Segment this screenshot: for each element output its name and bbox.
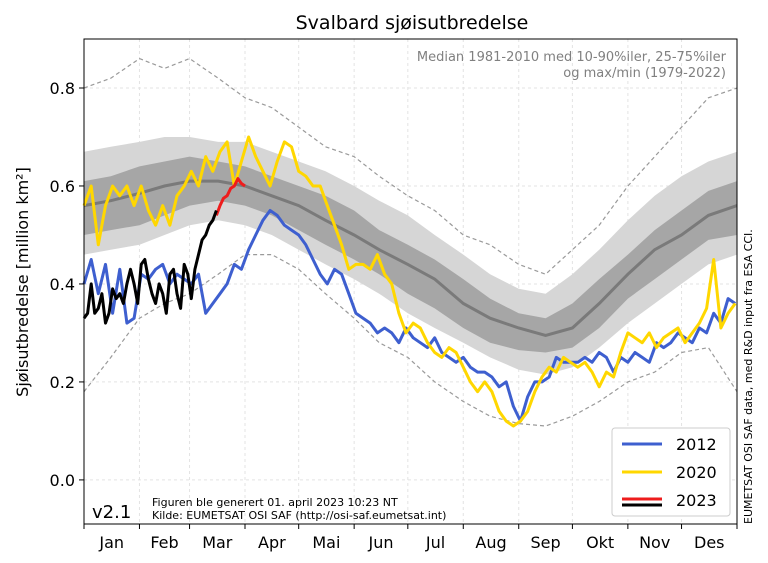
- x-tick-label-8: Sep: [530, 533, 560, 552]
- x-tick-label-1: Feb: [150, 533, 178, 552]
- plot-area: [82, 38, 738, 525]
- annotation-line-2: og max/min (1979-2022): [563, 66, 726, 81]
- series-line-2023: [214, 177, 246, 216]
- x-tick-label-10: Nov: [639, 533, 670, 552]
- side-credit: EUMETSAT OSI SAF data, med R&D input fra…: [742, 229, 755, 524]
- y-axis-label: Sjøisutbredelse [million km²]: [13, 167, 32, 397]
- x-axis: Jan Feb Mar Apr Mai Jun Jul Aug Sep Okt Nov Des: [83, 524, 738, 552]
- legend-label-2020: 2020: [676, 463, 717, 482]
- series-line-2020: [82, 135, 737, 428]
- x-tick-label-7: Aug: [475, 533, 506, 552]
- y-tick-label-3: 0.6: [50, 177, 75, 196]
- x-tick-label-9: Okt: [586, 533, 614, 552]
- footer-source: Kilde: EUMETSAT OSI SAF (http://osi-saf.…: [152, 509, 446, 522]
- band-25-75: [84, 156, 737, 353]
- percentile-bands: [83, 57, 738, 427]
- series-lines: [82, 135, 737, 428]
- y-tick-label-2: 0.4: [50, 275, 75, 294]
- legend-box: [611, 427, 731, 517]
- y-tick-label-4: 0.8: [50, 79, 75, 98]
- plot-frame: [83, 38, 738, 525]
- x-tick-label-2: Mar: [202, 533, 233, 552]
- y-axis: 0.0 0.2 0.4 0.6 0.8: [50, 79, 84, 490]
- version-label: v2.1: [92, 502, 131, 523]
- max-line: [83, 57, 738, 275]
- legend-label-2023: 2023: [676, 491, 717, 510]
- annotation-line-1: Median 1981-2010 med 10-90%iler, 25-75%i…: [417, 50, 727, 65]
- x-tick-label-11: Des: [694, 533, 725, 552]
- y-tick-label-0: 0.0: [50, 471, 75, 490]
- x-tick-label-5: Jun: [367, 533, 393, 552]
- footer-generated: Figuren ble generert 01. april 2023 10:2…: [152, 496, 398, 509]
- x-tick-label-0: Jan: [98, 533, 124, 552]
- chart-title: Svalbard sjøisutbredelse: [296, 12, 529, 34]
- x-tick-label-3: Apr: [258, 533, 286, 552]
- y-tick-label-1: 0.2: [50, 373, 75, 392]
- legend: 2012 2020 2023: [611, 427, 731, 517]
- x-tick-label-4: Mai: [312, 533, 340, 552]
- series-line-2023-black: [82, 209, 218, 325]
- legend-label-2012: 2012: [676, 435, 717, 454]
- x-tick-label-6: Jul: [425, 533, 445, 552]
- median-line: [83, 179, 738, 337]
